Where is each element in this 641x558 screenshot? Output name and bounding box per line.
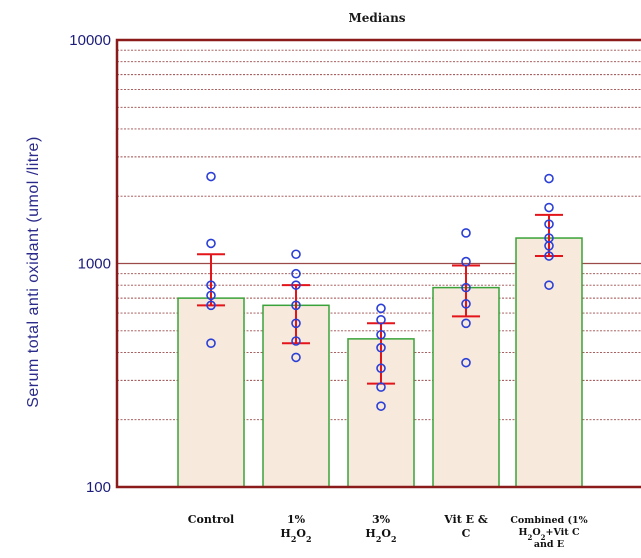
y-axis-label: Serum total anti oxidant (umol /litre) xyxy=(25,136,42,408)
data-point xyxy=(461,357,471,368)
data-point xyxy=(376,401,386,411)
data-point xyxy=(544,241,554,251)
data-point xyxy=(206,280,216,290)
chart-title: Medians xyxy=(348,11,405,25)
points-group xyxy=(206,171,554,411)
x-category-label: and E xyxy=(534,539,564,550)
data-point xyxy=(376,329,386,340)
y-tick-labels: 100 1000 10000 xyxy=(69,32,111,496)
median-bar xyxy=(432,286,500,488)
y-tick-label: 10000 xyxy=(69,32,111,49)
data-point xyxy=(544,173,554,184)
x-category-label: H2O2+Vit C xyxy=(518,527,579,542)
data-point xyxy=(461,256,471,267)
data-point xyxy=(461,282,471,293)
data-point xyxy=(206,171,216,182)
data-point xyxy=(376,314,386,325)
data-point xyxy=(206,290,216,301)
x-category-label: Combined (1% xyxy=(510,515,587,526)
x-category-label: 3% xyxy=(372,513,391,526)
bars-group xyxy=(177,237,583,488)
y-tick-label: 1000 xyxy=(78,256,111,273)
data-point xyxy=(291,280,301,290)
data-point xyxy=(544,251,554,261)
data-point xyxy=(206,238,216,249)
data-point xyxy=(544,219,554,229)
x-category-label: Control xyxy=(188,513,234,526)
data-point xyxy=(544,280,554,290)
data-point xyxy=(291,336,301,346)
data-point xyxy=(376,342,386,353)
x-category-label: H2O2 xyxy=(365,527,396,544)
data-point xyxy=(376,382,386,392)
data-point xyxy=(291,318,301,329)
y-tick-label: 100 xyxy=(86,479,111,496)
data-point xyxy=(461,299,471,309)
x-category-label: C xyxy=(462,527,471,540)
median-bar xyxy=(515,237,583,488)
data-point xyxy=(376,303,386,314)
median-bar xyxy=(177,297,245,488)
x-category-label: 1% xyxy=(287,513,306,526)
data-point xyxy=(461,318,471,329)
errorbars-group xyxy=(197,213,563,385)
data-point xyxy=(291,300,301,311)
data-point xyxy=(461,228,471,238)
data-point xyxy=(291,352,301,363)
x-category-label: H2O2 xyxy=(280,527,311,544)
data-point xyxy=(291,268,301,279)
data-point xyxy=(376,363,386,374)
x-category-label: Vit E & xyxy=(443,513,488,526)
data-point xyxy=(291,249,301,260)
plot-frame xyxy=(115,38,641,489)
data-point xyxy=(206,338,216,348)
data-point xyxy=(206,300,216,311)
data-point xyxy=(544,202,554,213)
